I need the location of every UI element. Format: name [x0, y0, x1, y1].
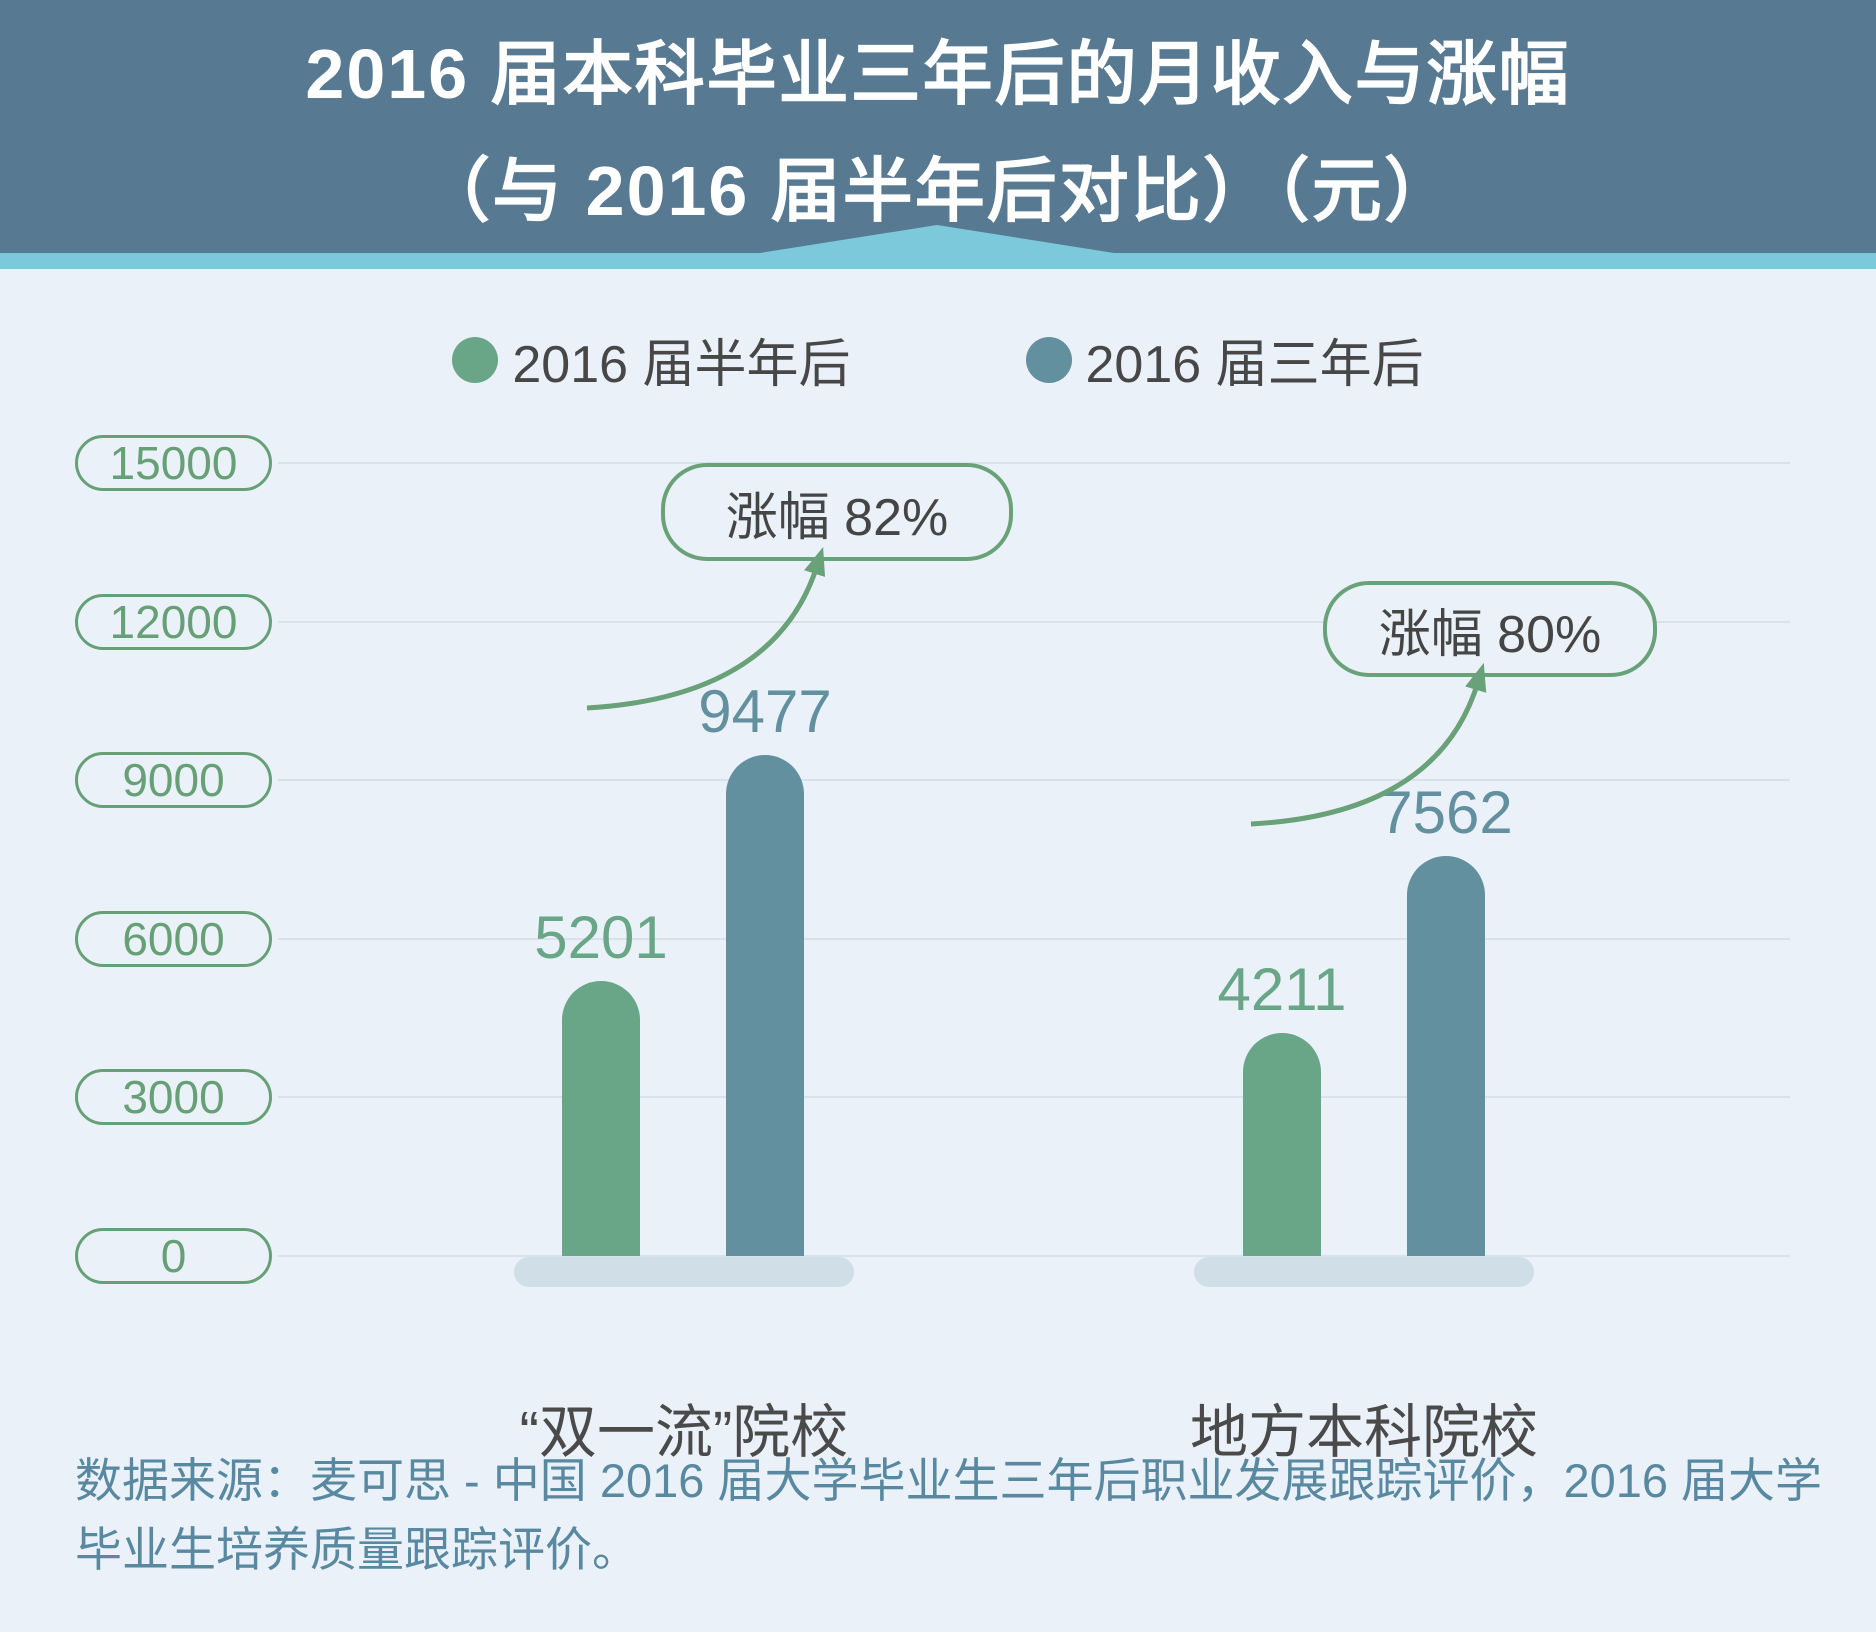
y-axis-tick-6000: 6000: [75, 910, 272, 967]
gridline-6000: [278, 937, 1790, 940]
category-label-local-colleges: 地方本科院校: [1189, 1400, 1538, 1465]
y-axis-tick-15000: 15000: [75, 435, 272, 491]
growth-callout-82: 涨幅 82%: [661, 463, 1013, 561]
growth-callout-80: 涨幅 80%: [1323, 581, 1657, 677]
chart-title-line-1: 2016 届本科毕业三年后的月收入与涨幅: [305, 34, 1571, 113]
legend: 2016 届半年后 2016 届三年后: [0, 322, 1876, 397]
bar-2016 届三年后-“双一流”院校: [726, 755, 804, 1256]
chart-title-line-2: （与 2016 届半年后对比）（元）: [420, 151, 1456, 230]
legend-label-half-year: 2016 届半年后: [512, 336, 851, 394]
gridline-0: [278, 1255, 1790, 1257]
bar-group-base-shadow: [1194, 1257, 1534, 1287]
legend-dot-green-icon: [452, 336, 499, 383]
legend-label-three-year: 2016 届三年后: [1085, 336, 1424, 394]
bar-group-base-shadow: [514, 1257, 854, 1287]
data-source-line-1: 数据来源：麦可思 - 中国 2016 届大学毕业生三年后职业发展跟踪评价，201…: [75, 1454, 1823, 1507]
gridline-15000: [278, 462, 1790, 464]
y-axis-tick-0: 0: [75, 1228, 272, 1284]
bar-value-label-4211: 4211: [1217, 956, 1347, 1023]
legend-item-half-year: 2016 届半年后: [452, 322, 851, 397]
gridline-12000: [278, 620, 1790, 623]
gridline-9000: [278, 779, 1790, 782]
data-source-line-2: 毕业生培养质量跟踪评价。: [75, 1523, 639, 1576]
category-label-double-first-class: “双一流”院校: [519, 1400, 849, 1465]
legend-item-three-year: 2016 届三年后: [1025, 322, 1424, 397]
y-axis-tick-12000: 12000: [75, 593, 272, 650]
bar-2016 届半年后-“双一流”院校: [562, 981, 640, 1256]
ribbon-peak-decoration: [0, 225, 1876, 269]
bar-2016 届三年后-地方本科院校: [1407, 856, 1485, 1256]
header-banner: 2016 届本科毕业三年后的月收入与涨幅 （与 2016 届半年后对比）（元）: [0, 0, 1876, 253]
bar-value-label-7562: 7562: [1379, 779, 1513, 846]
bar-2016 届半年后-地方本科院校: [1243, 1033, 1321, 1256]
data-source-note: 数据来源：麦可思 - 中国 2016 届大学毕业生三年后职业发展跟踪评价，201…: [75, 1446, 1825, 1584]
gridline-3000: [278, 1096, 1790, 1099]
legend-dot-teal-icon: [1025, 336, 1072, 383]
bar-value-label-5201: 5201: [534, 904, 668, 971]
y-axis-tick-9000: 9000: [75, 752, 272, 809]
bar-value-label-9477: 9477: [698, 678, 832, 745]
y-axis-tick-3000: 3000: [75, 1069, 272, 1126]
